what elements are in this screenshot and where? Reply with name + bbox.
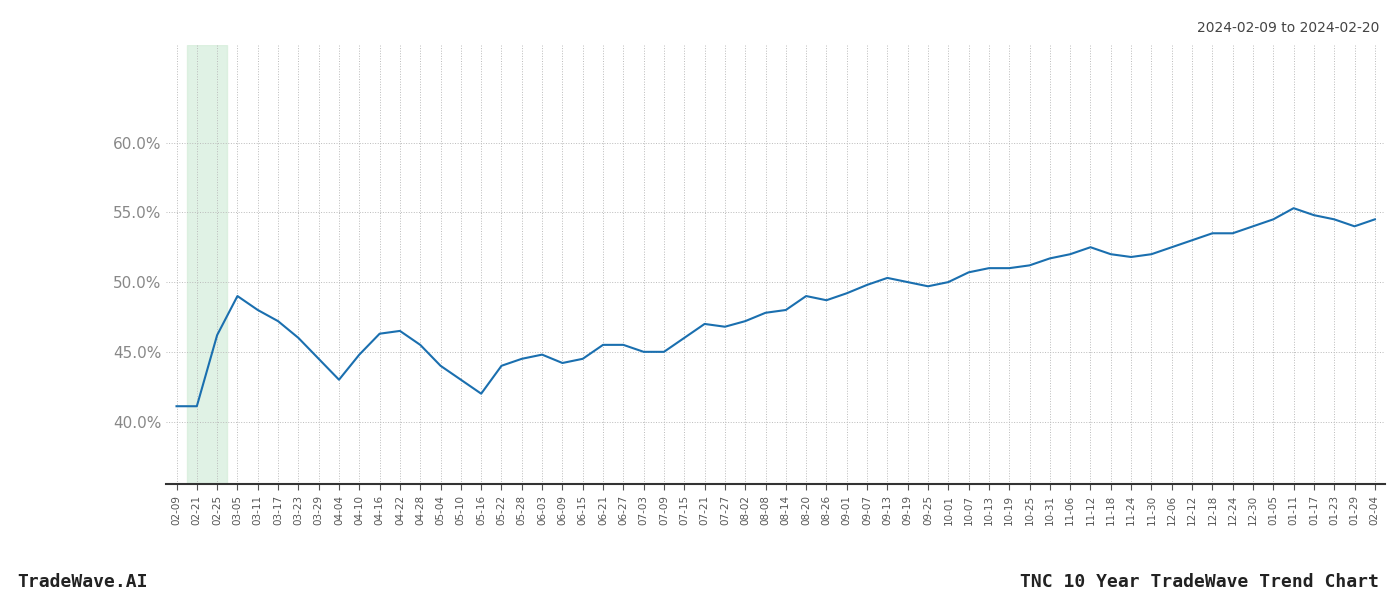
Text: TradeWave.AI: TradeWave.AI [17, 573, 147, 591]
Bar [186, 45, 227, 484]
Text: 2024-02-09 to 2024-02-20: 2024-02-09 to 2024-02-20 [1197, 21, 1379, 35]
Text: TNC 10 Year TradeWave Trend Chart: TNC 10 Year TradeWave Trend Chart [1021, 573, 1379, 591]
